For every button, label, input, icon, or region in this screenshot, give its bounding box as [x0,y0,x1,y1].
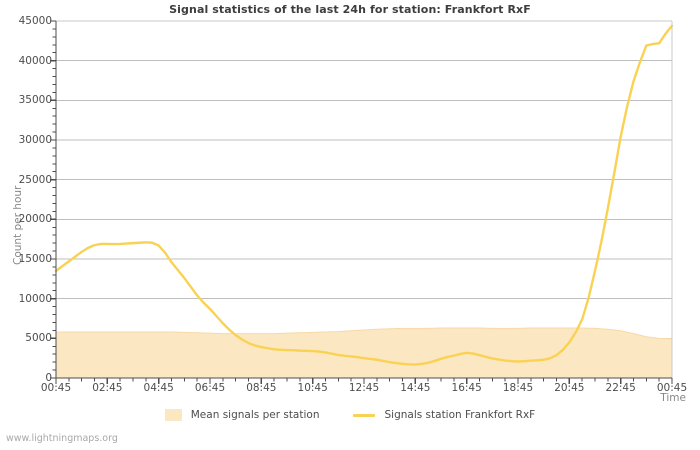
x-tick-label: 16:45 [451,382,482,394]
y-tick-label: 0 [45,372,52,384]
x-tick-label: 14:45 [400,382,431,394]
x-tick-label: 06:45 [194,382,226,394]
legend-line-swatch [353,413,376,417]
x-tick-label: 12:45 [348,382,380,394]
y-tick-label: 20000 [18,213,52,226]
legend-area-swatch [164,409,182,421]
x-tick-label: 22:45 [605,382,636,394]
y-tick-label: 30000 [18,134,52,146]
chart-legend: Mean signals per station Signals station … [0,409,700,421]
legend-label: Signals station Frankfort RxF [384,409,536,421]
x-tick-label: 00:45 [40,382,72,394]
chart-title: Signal statistics of the last 24h for st… [169,3,531,16]
mean-signals-area [56,328,672,378]
x-tick-label: 02:45 [92,382,123,394]
x-tick-label: 00:45 [656,382,688,394]
legend-item[interactable]: Mean signals per station [164,409,320,421]
y-tick-label: 25000 [18,173,52,186]
y-tick-label: 10000 [18,292,52,305]
y-axis-tick-labels: 0 5000 10000 15000 20000 25000 30000 35000 40000… [0,0,52,450]
x-tick-label: 08:45 [246,382,277,394]
x-tick-label: 20:45 [554,382,585,394]
y-tick-label: 40000 [18,54,52,67]
y-tick-label: 45000 [18,15,52,27]
y-tick-label: 35000 [18,94,52,107]
legend-item[interactable]: Signals station Frankfort RxF [353,409,535,421]
x-tick-label: 18:45 [502,382,534,394]
legend-label: Mean signals per station [190,409,320,421]
y-tick-label: 5000 [25,332,52,345]
x-tick-label: 10:45 [297,382,328,394]
x-axis-title: Time [660,392,686,404]
x-tick-label: 04:45 [143,382,174,394]
y-tick-label: 15000 [18,253,52,265]
station-signal-line [54,24,674,366]
watermark: www.lightningmaps.org [6,433,118,444]
